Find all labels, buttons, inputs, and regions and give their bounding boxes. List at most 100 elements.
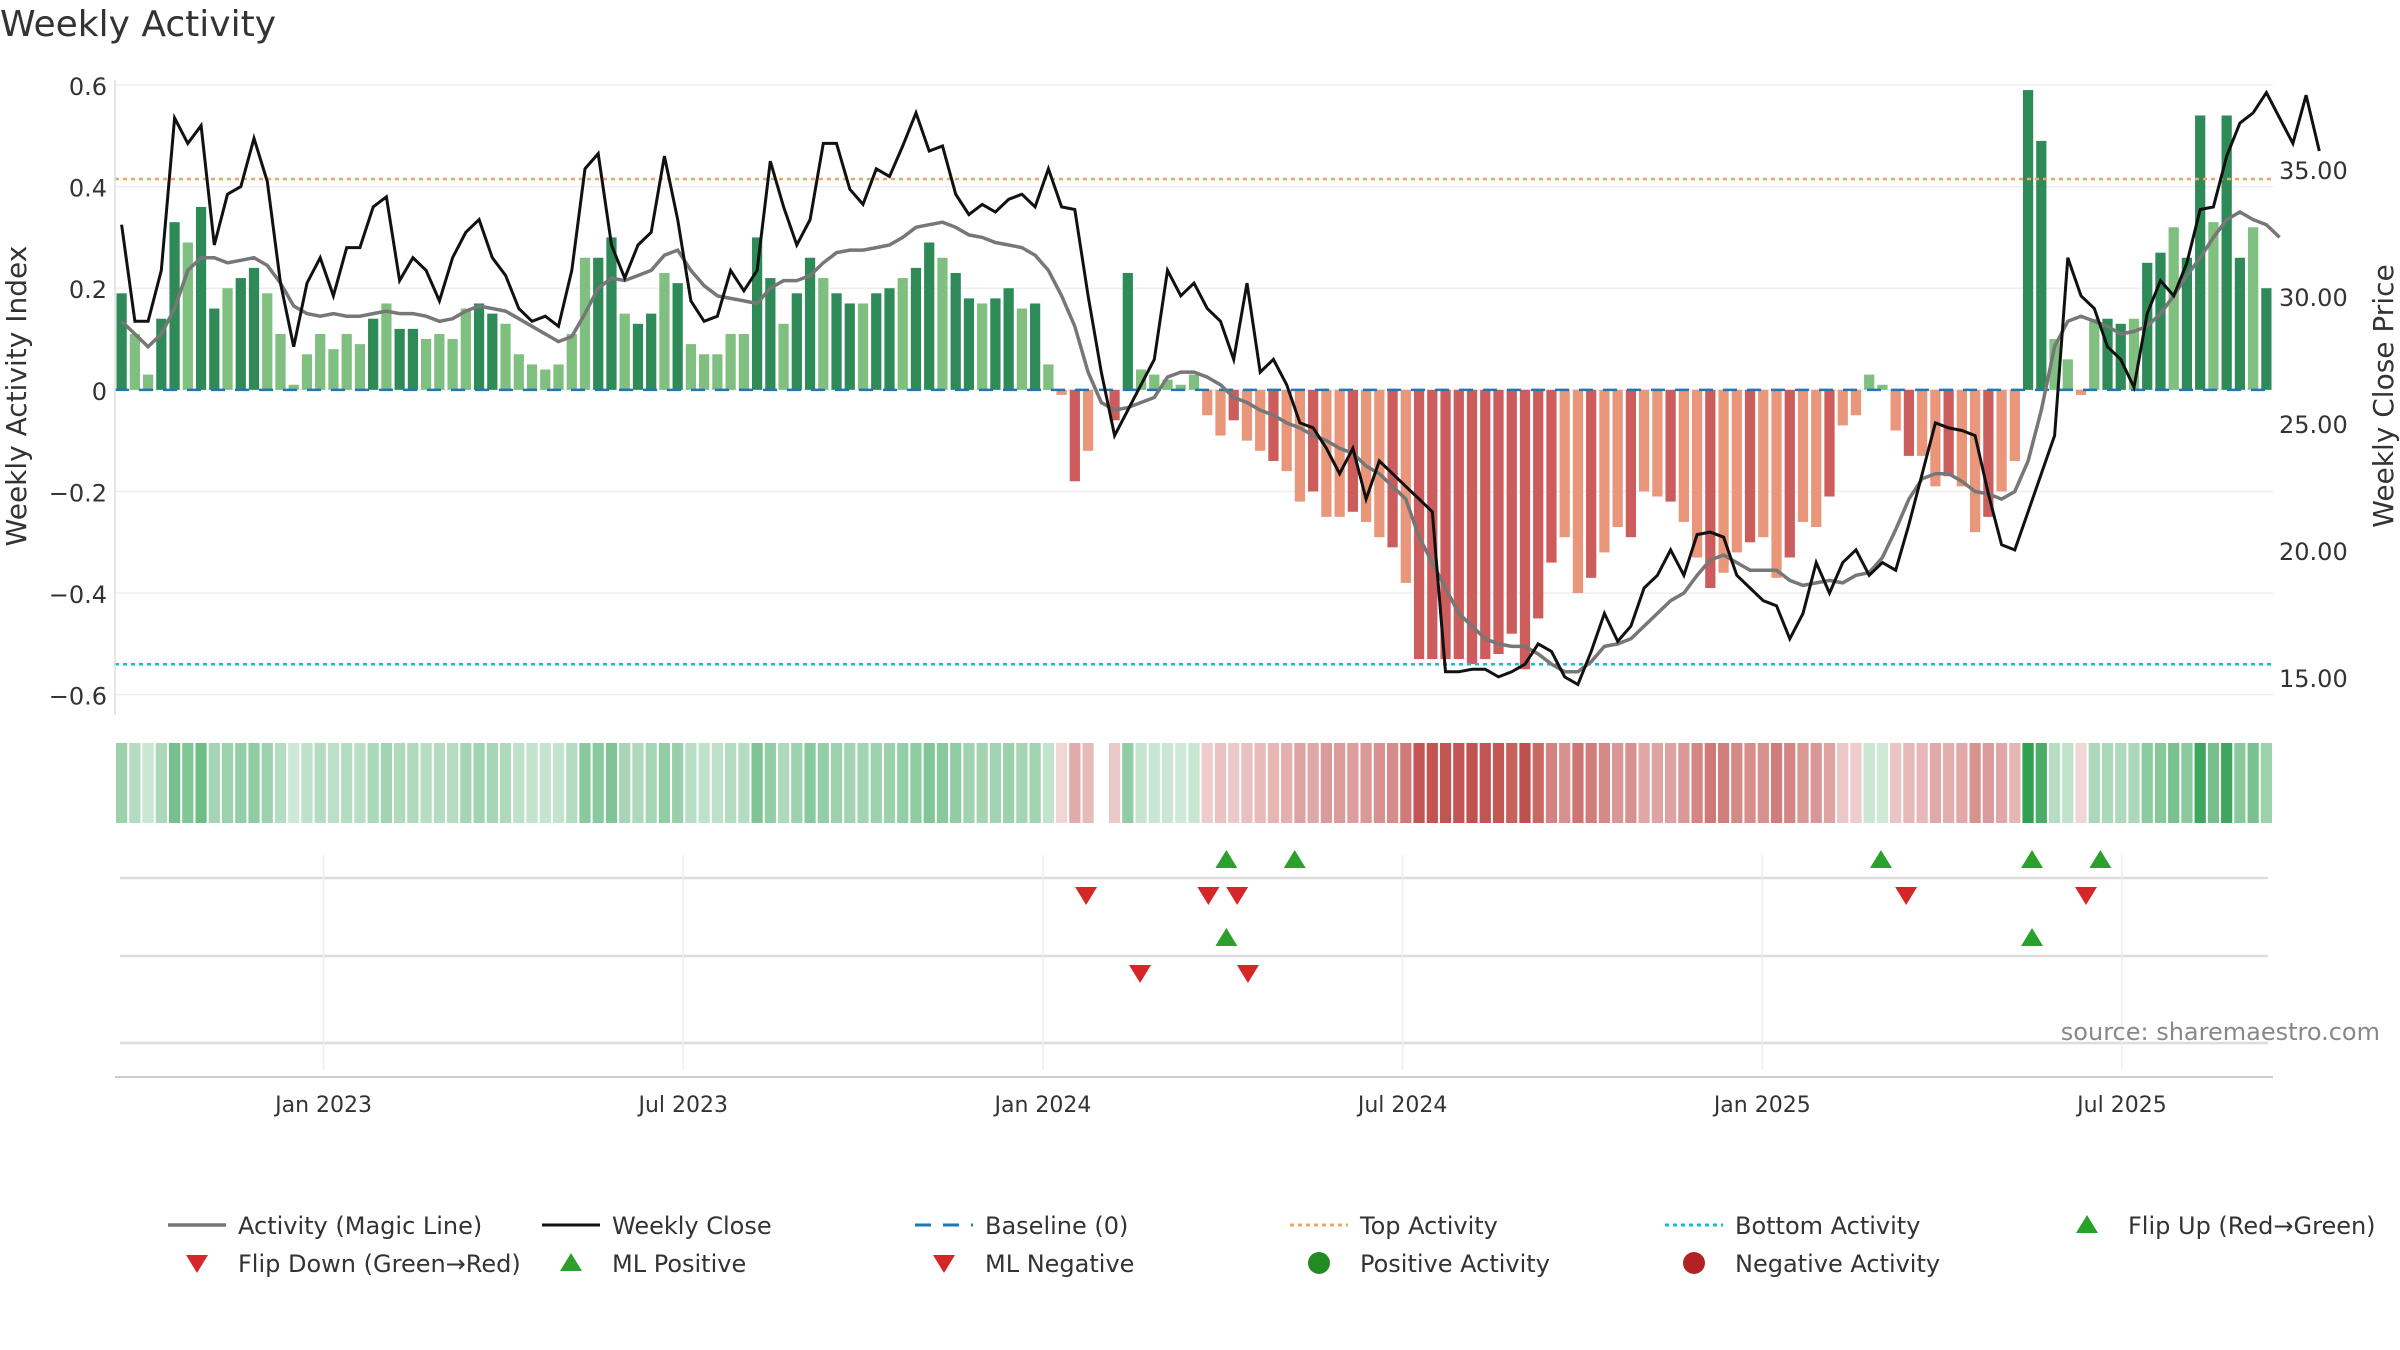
heat-cell bbox=[380, 743, 393, 823]
heat-cell bbox=[579, 743, 591, 823]
activity-bar bbox=[1625, 389, 1637, 538]
activity-bar bbox=[1003, 288, 1014, 390]
activity-bar bbox=[1903, 389, 1915, 456]
activity-heat-strip bbox=[116, 743, 2272, 823]
heat-cell bbox=[1770, 743, 1783, 823]
heat-cell bbox=[261, 743, 273, 823]
flip-up-marker bbox=[2089, 850, 2112, 868]
heat-cell bbox=[883, 743, 896, 823]
heat-cell bbox=[2009, 743, 2021, 823]
activity-bar bbox=[1109, 389, 1120, 421]
heat-cell bbox=[1664, 743, 1677, 823]
heat-cell bbox=[1029, 743, 1041, 823]
flip-up-marker bbox=[1869, 850, 1892, 868]
flip-up-marker bbox=[1283, 850, 1306, 868]
activity-bar bbox=[632, 323, 644, 390]
activity-bar bbox=[513, 354, 524, 390]
activity-bar bbox=[1784, 389, 1795, 558]
heat-cell bbox=[1294, 743, 1306, 823]
activity-bar bbox=[1162, 379, 1173, 390]
activity-bar bbox=[1678, 389, 1689, 522]
x-tick-label: Jul 2024 bbox=[1356, 1093, 1448, 1118]
heat-cell bbox=[2115, 743, 2127, 823]
x-tick-label: Jul 2025 bbox=[2075, 1093, 2167, 1118]
heat-cell bbox=[738, 743, 750, 823]
legend-label: Weekly Close bbox=[612, 1212, 772, 1240]
activity-bar bbox=[1308, 389, 1319, 492]
heat-cell bbox=[182, 743, 194, 823]
y-tick-label: −0.6 bbox=[49, 683, 107, 711]
y-tick-label: 0.6 bbox=[69, 73, 107, 101]
flip-down-marker bbox=[1197, 887, 1220, 905]
activity-bar bbox=[394, 328, 405, 390]
activity-bar bbox=[1864, 374, 1875, 390]
activity-bar bbox=[937, 257, 948, 390]
activity-bar bbox=[950, 272, 961, 390]
activity-bar bbox=[1572, 389, 1584, 594]
heat-cell bbox=[1810, 743, 1822, 823]
heat-cell bbox=[168, 743, 181, 823]
activity-bar bbox=[646, 313, 657, 390]
activity-bar bbox=[738, 333, 749, 390]
heat-cell bbox=[685, 743, 697, 823]
activity-bar bbox=[791, 293, 802, 390]
heat-cell bbox=[897, 743, 909, 823]
activity-bar bbox=[460, 308, 471, 390]
source-annotation: source: sharemaestro.com bbox=[2061, 1018, 2380, 1046]
activity-bar bbox=[142, 374, 154, 390]
activity-bar bbox=[1546, 389, 1557, 563]
activity-bar bbox=[1519, 389, 1531, 670]
chart-title: Weekly Activity bbox=[0, 4, 277, 45]
heat-cell bbox=[155, 743, 167, 823]
flip-down-marker bbox=[1895, 887, 1918, 905]
heat-cell bbox=[844, 743, 856, 823]
flip-up-marker bbox=[2021, 850, 2044, 868]
heat-cell bbox=[1254, 743, 1266, 823]
heat-cell bbox=[566, 743, 578, 823]
activity-bar bbox=[301, 354, 313, 390]
activity-bar bbox=[1652, 389, 1663, 497]
activity-bar bbox=[910, 267, 922, 390]
activity-bar bbox=[1268, 389, 1279, 461]
heat-cell bbox=[460, 743, 472, 823]
y2-tick-label: 20.00 bbox=[2279, 538, 2348, 566]
x-tick-label: Jan 2024 bbox=[992, 1093, 1091, 1118]
activity-bar bbox=[487, 313, 498, 390]
legend-item: Weekly Close bbox=[542, 1212, 772, 1240]
heat-cell bbox=[1717, 743, 1730, 823]
heat-cell bbox=[2168, 743, 2180, 823]
heat-cell bbox=[2260, 743, 2272, 823]
activity-bar bbox=[897, 278, 908, 390]
heat-cell bbox=[2234, 743, 2246, 823]
legend-label: Flip Up (Red→Green) bbox=[2128, 1212, 2376, 1240]
heat-cell bbox=[963, 743, 975, 823]
activity-bar bbox=[1850, 389, 1862, 416]
activity-bar bbox=[963, 298, 975, 390]
legend-item: ML Negative bbox=[933, 1250, 1134, 1278]
heat-cell bbox=[221, 743, 234, 823]
activity-bar bbox=[248, 267, 260, 390]
activity-bar bbox=[156, 318, 167, 390]
heat-cell bbox=[605, 743, 618, 823]
activity-bar bbox=[2195, 115, 2206, 390]
heat-cell bbox=[1241, 743, 1253, 823]
heat-cell bbox=[830, 743, 843, 823]
heat-cell bbox=[1850, 743, 1862, 823]
heat-cell bbox=[1691, 743, 1703, 823]
heat-cell bbox=[552, 743, 565, 823]
heat-cell bbox=[327, 743, 340, 823]
heat-cell bbox=[777, 743, 790, 823]
activity-bars bbox=[116, 90, 2272, 670]
activity-bar bbox=[1943, 389, 1954, 477]
activity-bar bbox=[1016, 308, 1028, 390]
heat-cell bbox=[1492, 743, 1505, 823]
heat-cell bbox=[1069, 743, 1081, 823]
heat-cell bbox=[1982, 743, 1994, 823]
heat-cell bbox=[804, 743, 816, 823]
heat-cell bbox=[473, 743, 485, 823]
legend-item: Flip Down (Green→Red) bbox=[186, 1250, 521, 1278]
activity-bar bbox=[725, 333, 736, 390]
activity-bar bbox=[1731, 389, 1742, 553]
activity-bar bbox=[1705, 389, 1716, 588]
ml-positive-marker bbox=[1215, 928, 1238, 946]
